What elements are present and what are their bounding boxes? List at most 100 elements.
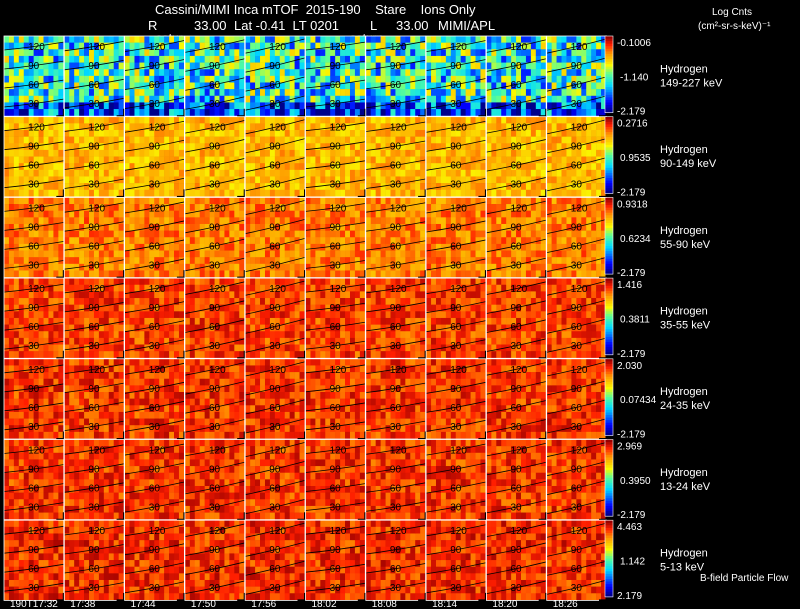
heatmap-cell (516, 116, 522, 124)
heatmap-cell (535, 42, 542, 50)
heatmap-cell (139, 197, 145, 205)
colorbar-segment (605, 185, 613, 189)
heatmap-cell (43, 109, 49, 116)
heatmap-cell (299, 176, 305, 184)
heatmap-cell (134, 129, 140, 137)
heatmap-cell (274, 169, 281, 177)
heatmap-cell (345, 82, 351, 90)
heatmap-cell (330, 257, 336, 265)
pitch-label: 120 (149, 203, 166, 214)
heatmap-cell (365, 210, 372, 218)
heatmap-cell (164, 89, 170, 97)
heatmap-cell (113, 217, 119, 225)
colorbar-segment (605, 43, 613, 47)
pitch-label: 120 (28, 42, 45, 53)
heatmap-cell (480, 62, 486, 70)
heatmap-cell (245, 42, 251, 50)
heatmap-cell (164, 36, 170, 43)
heatmap-cell (118, 143, 124, 151)
heatmap-cell (540, 197, 546, 205)
heatmap-cell (234, 69, 240, 77)
pitch-contour (124, 40, 185, 52)
heatmap-cell (571, 75, 577, 83)
heatmap-cell (501, 109, 507, 116)
heatmap-cell (395, 230, 401, 238)
heatmap-cell (486, 263, 492, 271)
heatmap-cell (426, 210, 432, 218)
heatmap-cell (581, 183, 587, 191)
heatmap-cell (84, 156, 90, 164)
heatmap-cell (184, 163, 191, 171)
heatmap-cell (315, 89, 321, 97)
heatmap-cell (239, 95, 245, 103)
heatmap-cell (43, 344, 49, 352)
heatmap-cell (274, 49, 281, 57)
heatmap-cell (53, 237, 59, 245)
heatmap-cell (58, 189, 64, 197)
heatmap-cell (480, 129, 486, 137)
heatmap-cell (320, 223, 326, 231)
heatmap-cell (440, 210, 447, 218)
heatmap-cell (506, 169, 512, 177)
heatmap-cell (445, 189, 452, 197)
heatmap-cell (516, 82, 522, 90)
heatmap-cell (33, 176, 39, 184)
heatmap-cell (375, 62, 381, 70)
pitch-label: 90 (450, 222, 462, 233)
heatmap-cell (335, 129, 341, 137)
heatmap-cell (284, 62, 290, 70)
heatmap-cell (586, 183, 592, 191)
colorbar-segment (605, 233, 613, 237)
heatmap-cell (299, 217, 305, 225)
heatmap-cell (370, 263, 376, 271)
heatmap-cell (561, 42, 567, 50)
heatmap-cell (74, 136, 80, 144)
heatmap-cell (530, 42, 537, 50)
heatmap-cell (440, 49, 447, 57)
heatmap-cell (289, 223, 295, 231)
heatmap-cell (118, 36, 124, 43)
heatmap-cell (38, 317, 44, 325)
heatmap-cell (204, 223, 210, 231)
heatmap-cell (305, 62, 311, 70)
heatmap-cell (13, 324, 20, 332)
heatmap-cell (380, 36, 386, 43)
heatmap-cell (501, 204, 507, 211)
colorbar-mid-label: -1.140 (620, 72, 649, 83)
heatmap-cell (501, 55, 507, 63)
heatmap-cell (465, 250, 471, 258)
heatmap-cell (33, 304, 39, 312)
heatmap-cell (345, 89, 351, 97)
heatmap-cell (299, 62, 305, 70)
energy-row: 1209060301209060301209060301209060301209… (3, 35, 723, 125)
heatmap-cell (255, 270, 261, 278)
heatmap-cell (260, 55, 266, 63)
heatmap-cell (108, 243, 115, 251)
heatmap-cell (551, 197, 557, 205)
heatmap-cell (189, 217, 196, 225)
pitch-label: 120 (390, 42, 407, 53)
heatmap-cell (576, 55, 582, 63)
heatmap-cell (214, 270, 220, 278)
heatmap-cell (79, 250, 85, 258)
pitch-label: 60 (571, 80, 583, 91)
heatmap-cell (470, 136, 476, 144)
heatmap-cell (144, 102, 150, 110)
heatmap-cell (325, 163, 331, 171)
heatmap-cell (601, 169, 607, 177)
heatmap-cell (23, 163, 30, 171)
heatmap-cell (224, 149, 230, 157)
heatmap-cell (139, 223, 145, 231)
heatmap-cell (460, 69, 466, 77)
pitch-contour (184, 176, 246, 191)
heatmap-cell (596, 270, 602, 278)
heatmap-cell (410, 204, 416, 211)
heatmap-cell (159, 223, 165, 231)
heatmap-cell (450, 210, 457, 218)
heatmap-cell (330, 49, 336, 57)
heatmap-cell (93, 89, 100, 97)
heatmap-cell (38, 183, 44, 191)
heatmap-cell (139, 123, 145, 131)
heatmap-cell (289, 183, 295, 191)
